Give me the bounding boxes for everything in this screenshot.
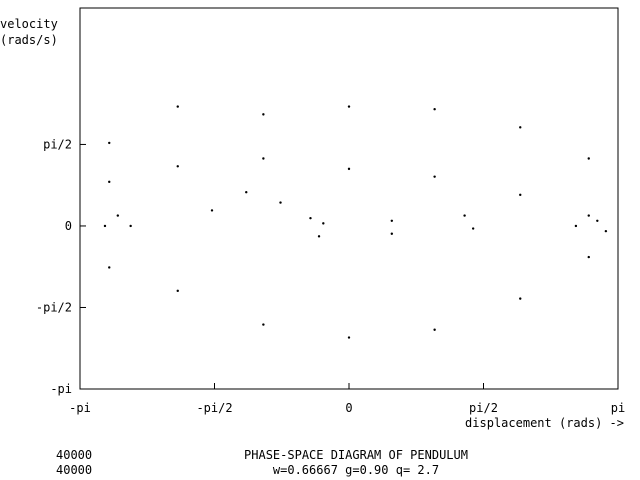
- phase-point: [347, 105, 351, 108]
- phase-point: [245, 191, 248, 194]
- phase-point: [309, 216, 312, 220]
- phase-point: [347, 336, 351, 339]
- x-axis-ticks: [79, 383, 619, 389]
- phase-point: [604, 229, 608, 233]
- phase-space-points: [103, 105, 608, 339]
- phase-point: [116, 214, 120, 217]
- y-axis-ticks: [80, 143, 86, 390]
- phase-point: [210, 209, 214, 212]
- x-tick-label: pi/2: [469, 401, 498, 415]
- phase-point: [176, 105, 179, 108]
- phase-point: [471, 227, 475, 230]
- phase-point: [433, 328, 436, 331]
- phase-point: [317, 235, 321, 238]
- phase-point: [519, 193, 522, 197]
- plot-area-frame: [79, 7, 619, 390]
- phase-point: [129, 224, 132, 228]
- iteration-count-1: 40000: [56, 448, 92, 462]
- phase-point: [587, 255, 590, 259]
- phase-point: [519, 126, 522, 129]
- x-tick-label: -pi: [69, 401, 91, 415]
- phase-point: [322, 222, 325, 225]
- phase-point: [433, 175, 436, 178]
- phase-point: [108, 266, 111, 269]
- x-tick-label: 0: [345, 401, 352, 415]
- x-axis-tick-labels: -pi -pi/2 0 pi/2 pi: [69, 401, 625, 415]
- phase-point: [108, 180, 111, 184]
- phase-point: [347, 167, 351, 171]
- phase-point: [176, 165, 179, 168]
- y-axis-label-line2: (rads/s): [0, 33, 58, 47]
- phase-point: [108, 141, 111, 145]
- y-axis-tick-labels: -pi -pi/2 0 pi/2: [36, 137, 72, 396]
- x-tick-label: pi: [611, 401, 625, 415]
- iteration-count-2: 40000: [56, 463, 92, 477]
- phase-point: [262, 157, 265, 160]
- phase-point: [103, 224, 107, 228]
- x-tick-label: -pi/2: [196, 401, 232, 415]
- phase-point: [433, 107, 436, 111]
- y-tick-label: -pi: [50, 382, 72, 396]
- phase-point: [587, 214, 590, 217]
- phase-point: [262, 323, 265, 326]
- phase-point: [390, 232, 394, 235]
- phase-point: [279, 201, 282, 204]
- y-axis-label-line1: velocity: [0, 17, 58, 31]
- y-tick-label: -pi/2: [36, 300, 72, 314]
- x-axis-label: displacement (rads) ->: [465, 416, 624, 430]
- y-tick-label: 0: [65, 219, 72, 233]
- phase-point: [587, 157, 590, 160]
- phase-point: [262, 113, 265, 116]
- chart-title: PHASE-SPACE DIAGRAM OF PENDULUM: [244, 448, 468, 462]
- phase-point: [463, 214, 466, 217]
- phase-point: [574, 224, 578, 228]
- phase-point: [596, 219, 599, 222]
- chart-subtitle: w=0.66667 g=0.90 q= 2.7: [273, 463, 439, 477]
- phase-point: [519, 297, 522, 300]
- phase-point: [390, 219, 394, 222]
- phase-point: [176, 289, 179, 293]
- y-tick-label: pi/2: [43, 137, 72, 151]
